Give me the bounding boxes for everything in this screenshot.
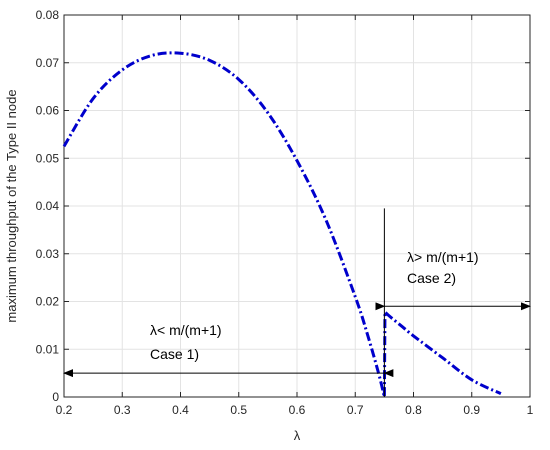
series-line [62,51,502,399]
y-tick-label: 0.06 [36,104,60,118]
case1-label: Case 1) [150,346,199,362]
x-axis-label: λ [294,428,301,443]
y-tick-label: 0.07 [36,56,60,70]
case2-condition-label: λ> m/(m+1) [407,249,479,265]
y-tick-label: 0.08 [36,8,60,22]
y-tick-label: 0.02 [36,295,60,309]
series [62,51,502,399]
annotations: λ< m/(m+1) Case 1) λ> m/(m+1) Case 2) [63,208,531,397]
x-tick-label: 0.2 [56,403,73,417]
x-tick-label: 0.9 [463,403,480,417]
x-tick-label: 0.5 [230,403,247,417]
y-tick-label: 0.05 [36,151,60,165]
x-tick-label: 0.7 [347,403,364,417]
x-tick-label: 0.6 [289,403,306,417]
x-tick-label: 1 [527,403,534,417]
case2-label: Case 2) [407,270,456,286]
y-tick-label: 0.01 [36,342,60,356]
grid [63,14,531,398]
x-tick-label: 0.4 [172,403,189,417]
ticks: 0.2 0.3 0.4 0.5 0.6 0.7 0.8 0.9 1 0 0.01 0.02 0.03 0.… [36,8,534,417]
y-axis-label: maximum throughput of the Type II node [4,89,19,322]
x-tick-label: 0.8 [405,403,422,417]
y-tick-label: 0.04 [36,199,60,213]
x-tick-label: 0.3 [114,403,131,417]
y-tick-label: 0.03 [36,247,60,261]
case1-condition-label: λ< m/(m+1) [150,322,222,338]
y-tick-label: 0 [52,390,59,404]
